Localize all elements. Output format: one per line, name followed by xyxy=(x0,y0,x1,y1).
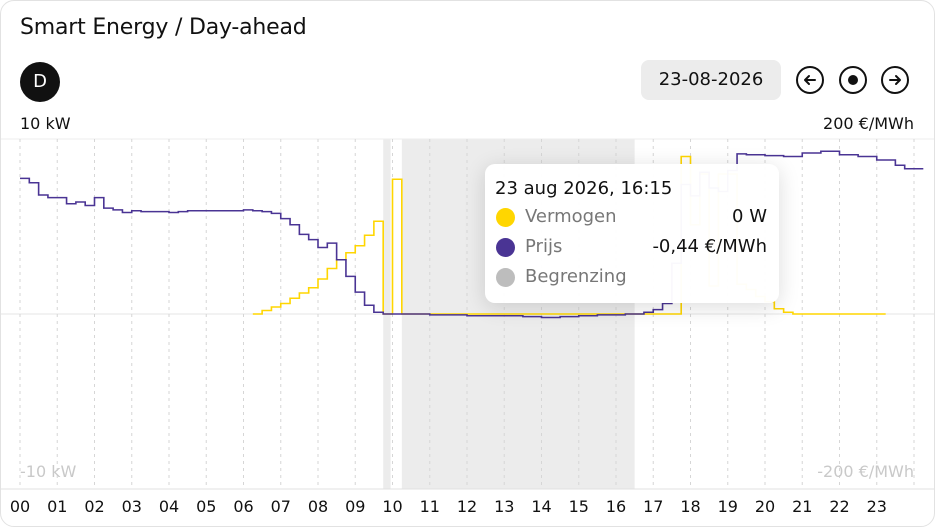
tooltip-label: Prijs xyxy=(525,236,563,257)
legend-dot-vermogen xyxy=(496,208,515,227)
x-tick-label: 05 xyxy=(196,497,216,516)
x-tick-label: 14 xyxy=(531,497,551,516)
right-axis-min-label: -200 €/MWh xyxy=(817,462,914,481)
today-button[interactable] xyxy=(839,66,867,94)
tooltip-row-vermogen: Vermogen 0 W xyxy=(495,206,775,230)
tooltip-value: -0,44 €/MWh xyxy=(652,236,767,257)
x-tick-label: 18 xyxy=(680,497,700,516)
x-tick-label: 02 xyxy=(84,497,104,516)
x-tick-label: 19 xyxy=(718,497,738,516)
legend-dot-prijs xyxy=(496,238,515,257)
x-tick-label: 00 xyxy=(10,497,30,516)
tooltip-label: Vermogen xyxy=(525,206,617,227)
x-tick-label: 04 xyxy=(159,497,179,516)
page-title: Smart Energy / Day-ahead xyxy=(20,15,307,40)
x-tick-label: 10 xyxy=(382,497,402,516)
x-tick-label: 07 xyxy=(271,497,291,516)
left-axis-max-label: 10 kW xyxy=(20,114,71,133)
x-tick-label: 22 xyxy=(829,497,849,516)
legend-dot-begrenzing xyxy=(496,268,515,287)
series-line-prijs xyxy=(20,150,924,319)
x-tick-label: 13 xyxy=(494,497,514,516)
left-axis-min-label: -10 kW xyxy=(20,462,77,481)
arrow-left-icon xyxy=(804,75,816,85)
x-tick-label: 06 xyxy=(233,497,253,516)
x-tick-label: 17 xyxy=(643,497,663,516)
tooltip-label: Begrenzing xyxy=(525,266,627,287)
date-picker-button[interactable]: 23-08-2026 xyxy=(641,60,781,100)
x-tick-label: 11 xyxy=(420,497,440,516)
tooltip-row-begrenzing: Begrenzing xyxy=(495,266,775,290)
x-tick-label: 08 xyxy=(308,497,328,516)
previous-day-button[interactable] xyxy=(796,66,824,94)
x-tick-label: 12 xyxy=(457,497,477,516)
x-tick-label: 03 xyxy=(122,497,142,516)
chart-tooltip: 23 aug 2026, 16:15 Vermogen 0 W Prijs -0… xyxy=(485,164,779,303)
record-dot-icon xyxy=(848,75,858,85)
tooltip-row-prijs: Prijs -0,44 €/MWh xyxy=(495,236,775,260)
x-tick-label: 09 xyxy=(345,497,365,516)
x-tick-label: 20 xyxy=(755,497,775,516)
x-tick-label: 21 xyxy=(792,497,812,516)
x-tick-label: 16 xyxy=(606,497,626,516)
x-tick-label: 01 xyxy=(47,497,67,516)
tooltip-title: 23 aug 2026, 16:15 xyxy=(495,178,673,199)
avatar[interactable]: D xyxy=(20,62,60,102)
tooltip-value: 0 W xyxy=(732,206,767,227)
next-day-button[interactable] xyxy=(881,66,909,94)
x-tick-label: 23 xyxy=(867,497,887,516)
x-tick-label: 15 xyxy=(569,497,589,516)
arrow-right-icon xyxy=(889,75,901,85)
right-axis-max-label: 200 €/MWh xyxy=(823,114,914,133)
